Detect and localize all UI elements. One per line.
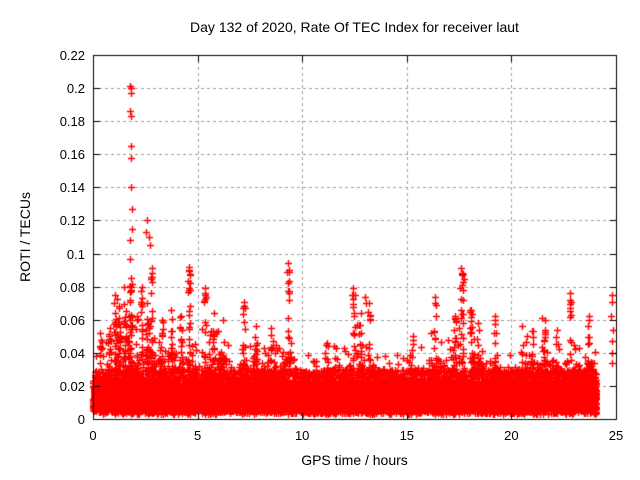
x-tick-label: 25 [608,428,624,443]
y-axis-label: ROTI / TECUs [17,192,33,282]
y-tick-label: 0.22 [59,48,85,63]
y-tick-label: 0.1 [66,246,85,262]
x-tick-label: 15 [399,428,415,443]
y-tick-label: 0.08 [59,279,85,295]
x-axis-label: GPS time / hours [301,452,408,468]
x-tick-label: 20 [504,428,519,443]
y-tick-label: 0 [77,412,85,427]
y-tick-label: 0.18 [59,114,85,130]
y-tick-label: 0.2 [66,81,85,97]
x-tick-label: 5 [193,428,202,443]
y-tick-label: 0.12 [59,213,85,229]
y-tick-label: 0.14 [59,180,85,196]
x-tick-label: 10 [294,428,310,443]
y-tick-label: 0.04 [59,345,85,361]
chart-title: Day 132 of 2020, Rate Of TEC Index for r… [190,19,519,35]
y-tick-label: 0.16 [59,147,85,163]
y-tick-label: 0.06 [59,312,85,328]
y-tick-label: 0.02 [59,378,85,394]
x-tick-label: 0 [89,428,97,443]
